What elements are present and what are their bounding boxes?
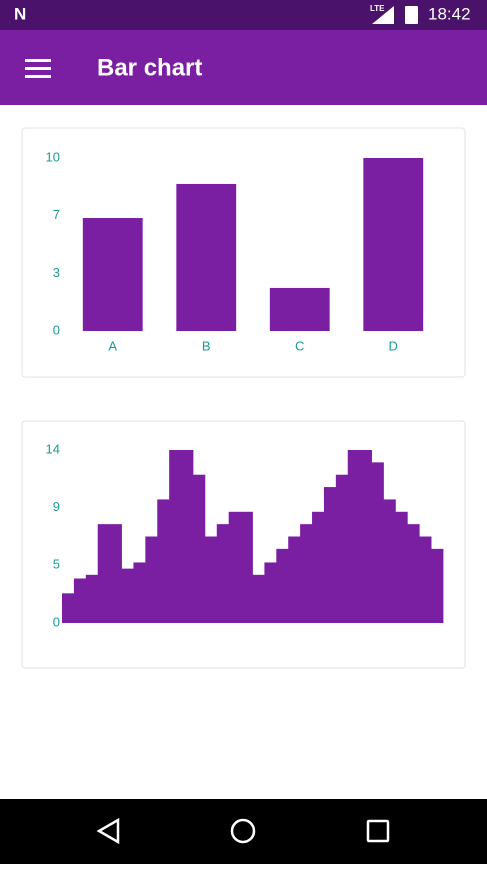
bar (216, 524, 230, 623)
x-tick-label: C (295, 338, 304, 353)
y-tick-label: 14 (46, 441, 60, 456)
bar (228, 511, 241, 623)
bar (335, 474, 349, 623)
bar (288, 536, 301, 623)
bar (240, 511, 253, 623)
bar (145, 536, 158, 623)
bar (431, 548, 444, 623)
bar (359, 450, 372, 623)
nav-bar (0, 799, 487, 864)
network-label: LTE (370, 4, 385, 13)
notification-icon: N (14, 4, 26, 23)
y-tick-label: 7 (53, 207, 60, 222)
bar (121, 568, 134, 623)
bar (300, 524, 313, 623)
bar (383, 499, 396, 623)
y-tick-label: 0 (53, 322, 60, 337)
bar (181, 450, 194, 623)
signal-icon (372, 6, 394, 24)
bar (73, 578, 87, 623)
bar (312, 511, 325, 623)
bar (371, 462, 384, 623)
y-tick-label: 9 (53, 499, 60, 514)
x-tick-label: D (389, 338, 398, 353)
bar (269, 287, 330, 331)
bar (347, 450, 361, 623)
y-tick-label: 5 (53, 557, 60, 572)
battery-icon (405, 6, 418, 24)
bar (82, 218, 143, 331)
menu-line (25, 75, 51, 78)
app-title: Bar chart (97, 54, 202, 81)
back-button[interactable] (96, 817, 120, 845)
menu-button[interactable] (25, 59, 51, 78)
y-tick-label: 10 (46, 149, 60, 164)
bar (109, 524, 122, 623)
bar (395, 511, 408, 623)
bar (363, 158, 424, 331)
bar (157, 499, 170, 623)
recents-button[interactable] (366, 819, 390, 843)
app-bar (0, 30, 487, 105)
bar (252, 574, 265, 623)
x-tick-label: B (202, 338, 211, 353)
menu-line (25, 59, 51, 62)
clock: 18:42 (428, 4, 471, 23)
bar (204, 536, 218, 623)
bar (169, 450, 182, 623)
bar (264, 562, 277, 623)
bar (407, 524, 420, 623)
bar (85, 574, 99, 623)
home-button[interactable] (230, 818, 256, 844)
bar (276, 548, 289, 623)
bar (419, 536, 432, 623)
bar (176, 183, 237, 331)
bar (323, 487, 337, 623)
bar (97, 524, 111, 623)
bar (62, 593, 75, 623)
menu-line (25, 67, 51, 70)
bar (192, 474, 206, 623)
y-tick-label: 0 (53, 614, 60, 629)
x-tick-label: A (108, 338, 117, 353)
y-tick-label: 3 (53, 265, 60, 280)
bar (133, 562, 146, 623)
